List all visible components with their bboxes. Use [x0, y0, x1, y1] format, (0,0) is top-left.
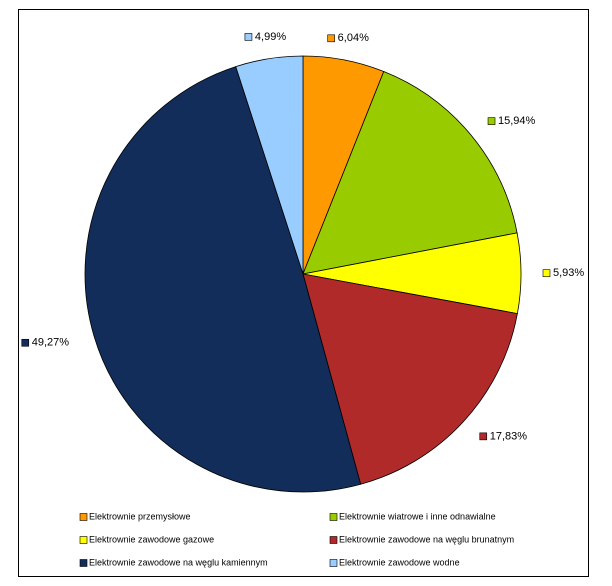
label-marker	[479, 432, 488, 441]
legend-label: Elektrownie zawodowe wodne	[339, 557, 460, 567]
data-label: 49,27%	[32, 337, 70, 349]
label-marker	[244, 33, 253, 41]
pie-slice	[235, 55, 304, 275]
legend-marker	[79, 513, 88, 521]
data-label: 6,04%	[338, 32, 369, 44]
data-label: 17,83%	[490, 430, 528, 442]
legend-label: Elektrownie wiatrowe i inne odnawialne	[339, 511, 496, 521]
legend-marker	[79, 559, 88, 567]
label-marker	[21, 338, 30, 347]
data-label: 4,99%	[255, 31, 286, 43]
label-marker	[542, 269, 551, 277]
legend-marker	[79, 536, 88, 544]
pie-slice	[302, 273, 518, 485]
label-marker	[327, 34, 335, 43]
legend-marker	[329, 536, 338, 544]
legend-label: Elektrownie zawodowe gazowe	[89, 534, 214, 544]
legend-label: Elektrownie zawodowe na węglu brunatnym	[339, 534, 514, 544]
data-label: 5,93%	[553, 267, 584, 279]
pie-slice	[84, 66, 362, 493]
legend-marker	[329, 513, 338, 521]
legend-marker	[329, 559, 338, 567]
legend-label: Elektrownie zawodowe na węglu kamiennym	[89, 557, 268, 567]
pie-slice	[302, 70, 518, 275]
label-marker	[487, 117, 496, 125]
data-label: 15,94%	[498, 115, 536, 127]
legend-label: Elektrownie przemysłowe	[89, 511, 191, 521]
